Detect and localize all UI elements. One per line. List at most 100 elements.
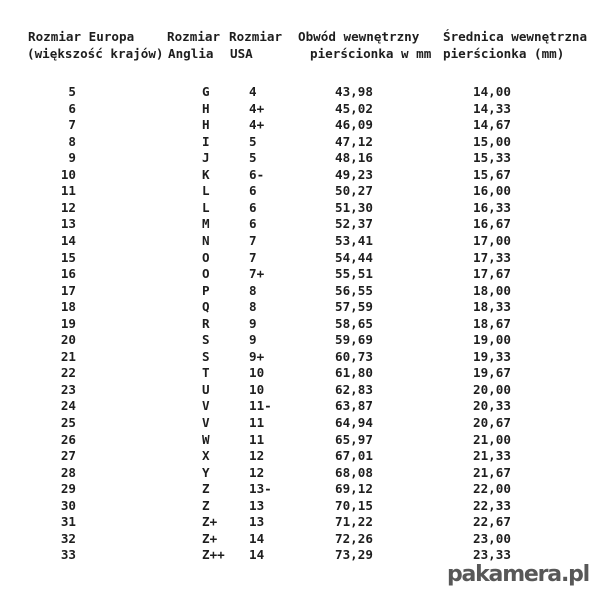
header-diameter-line2: pierścionka (mm) (443, 46, 565, 61)
cell-europe-size: 24 (60, 398, 76, 414)
cell-europe-size: 7 (68, 117, 76, 133)
cell-circumference: 46,09 (335, 117, 373, 133)
cell-usa-size: 6- (249, 166, 265, 182)
cell-usa-size: 14 (249, 547, 265, 563)
table-row: 27 X 12 67,01 21,33 (0, 448, 600, 465)
cell-diameter: 16,67 (473, 216, 511, 232)
cell-circumference: 67,01 (335, 448, 373, 464)
cell-usa-size: 13- (249, 481, 272, 497)
cell-england-size: Z+ (202, 514, 218, 530)
cell-usa-size: 11 (249, 415, 265, 430)
cell-england-size: M (202, 216, 210, 232)
table-row: 32 Z+ 14 72,26 23,00 (0, 531, 600, 548)
cell-england-size: L (202, 199, 210, 215)
table-row: 17 P 8 56,55 18,00 (0, 283, 600, 300)
cell-europe-size: 21 (60, 348, 76, 364)
cell-england-size: H (202, 100, 210, 116)
cell-diameter: 20,33 (473, 398, 511, 414)
cell-circumference: 54,44 (335, 249, 373, 265)
cell-diameter: 22,67 (473, 514, 511, 530)
cell-england-size: V (202, 398, 210, 414)
cell-england-size: U (202, 381, 210, 397)
cell-circumference: 69,12 (335, 481, 373, 497)
cell-europe-size: 20 (60, 332, 76, 348)
cell-circumference: 65,97 (335, 431, 373, 447)
cell-diameter: 22,00 (473, 481, 511, 497)
table-row: 11 L 6 50,27 16,00 (0, 183, 600, 200)
table-row: 29 Z 13- 69,12 22,00 (0, 481, 600, 498)
table-row: 6 H 4+ 45,02 14,33 (0, 101, 600, 118)
cell-usa-size: 13 (249, 497, 265, 513)
cell-circumference: 70,15 (335, 497, 373, 513)
table-row: 28 Y 12 68,08 21,67 (0, 465, 600, 482)
cell-england-size: V (202, 415, 210, 430)
cell-circumference: 60,73 (335, 348, 373, 364)
cell-europe-size: 33 (60, 547, 76, 563)
cell-circumference: 58,65 (335, 315, 373, 331)
cell-england-size: I (202, 133, 210, 149)
cell-usa-size: 7 (249, 232, 257, 248)
cell-circumference: 57,59 (335, 299, 373, 315)
cell-england-size: Z+ (202, 530, 218, 546)
cell-diameter: 17,33 (473, 249, 511, 265)
cell-england-size: R (202, 315, 210, 331)
cell-diameter: 21,33 (473, 448, 511, 464)
cell-europe-size: 12 (60, 199, 76, 215)
cell-diameter: 14,00 (473, 84, 511, 99)
table-row: 24 V 11- 63,87 20,33 (0, 398, 600, 415)
cell-diameter: 14,33 (473, 100, 511, 116)
header-england-line2: Anglia (168, 46, 214, 61)
header-circumference-line1: Obwód wewnętrzny (298, 29, 420, 44)
table-row: 9 J 5 48,16 15,33 (0, 150, 600, 167)
cell-circumference: 43,98 (335, 84, 373, 99)
cell-circumference: 50,27 (335, 183, 373, 199)
table-body: 5 G 4 43,98 14,00 6 H 4+ 45,02 14,33 7 H 4+ 46,09 14,6… (0, 84, 600, 564)
table-row: 14 N 7 53,41 17,00 (0, 233, 600, 250)
cell-diameter: 23,00 (473, 530, 511, 546)
cell-circumference: 55,51 (335, 266, 373, 282)
cell-europe-size: 19 (60, 315, 76, 331)
cell-europe-size: 10 (60, 166, 76, 182)
cell-europe-size: 13 (60, 216, 76, 232)
cell-circumference: 53,41 (335, 232, 373, 248)
table-row: 31 Z+ 13 71,22 22,67 (0, 514, 600, 531)
cell-europe-size: 28 (60, 464, 76, 480)
header-usa-line1: Rozmiar (229, 29, 283, 44)
cell-diameter: 19,33 (473, 348, 511, 364)
table-row: 12 L 6 51,30 16,33 (0, 200, 600, 217)
cell-usa-size: 5 (249, 133, 257, 149)
cell-england-size: L (202, 183, 210, 199)
cell-europe-size: 22 (60, 365, 76, 381)
cell-usa-size: 10 (249, 365, 265, 381)
cell-usa-size: 4+ (249, 100, 265, 116)
table-row: 5 G 4 43,98 14,00 (0, 84, 600, 101)
cell-europe-size: 25 (60, 415, 76, 430)
table-row: 8 I 5 47,12 15,00 (0, 134, 600, 151)
cell-circumference: 52,37 (335, 216, 373, 232)
cell-circumference: 59,69 (335, 332, 373, 348)
cell-diameter: 16,00 (473, 183, 511, 199)
cell-usa-size: 6 (249, 216, 257, 232)
cell-europe-size: 17 (60, 282, 76, 298)
table-row: 25 V 11 64,94 20,67 (0, 415, 600, 432)
cell-circumference: 63,87 (335, 398, 373, 414)
cell-circumference: 56,55 (335, 282, 373, 298)
table-row: 16 O 7+ 55,51 17,67 (0, 266, 600, 283)
cell-diameter: 23,33 (473, 547, 511, 563)
cell-circumference: 64,94 (335, 415, 373, 430)
cell-england-size: O (202, 266, 210, 282)
cell-diameter: 15,00 (473, 133, 511, 149)
cell-england-size: N (202, 232, 210, 248)
table-row: 10 K 6- 49,23 15,67 (0, 167, 600, 184)
table-row: 13 M 6 52,37 16,67 (0, 216, 600, 233)
table-row: 18 Q 8 57,59 18,33 (0, 299, 600, 316)
table-row: 7 H 4+ 46,09 14,67 (0, 117, 600, 134)
cell-diameter: 19,00 (473, 332, 511, 348)
cell-usa-size: 11 (249, 431, 265, 447)
cell-england-size: Z (202, 481, 210, 497)
cell-england-size: S (202, 348, 210, 364)
cell-usa-size: 4 (249, 84, 257, 99)
pakamera-logo: pakamera.pl (446, 562, 590, 587)
cell-diameter: 18,67 (473, 315, 511, 331)
